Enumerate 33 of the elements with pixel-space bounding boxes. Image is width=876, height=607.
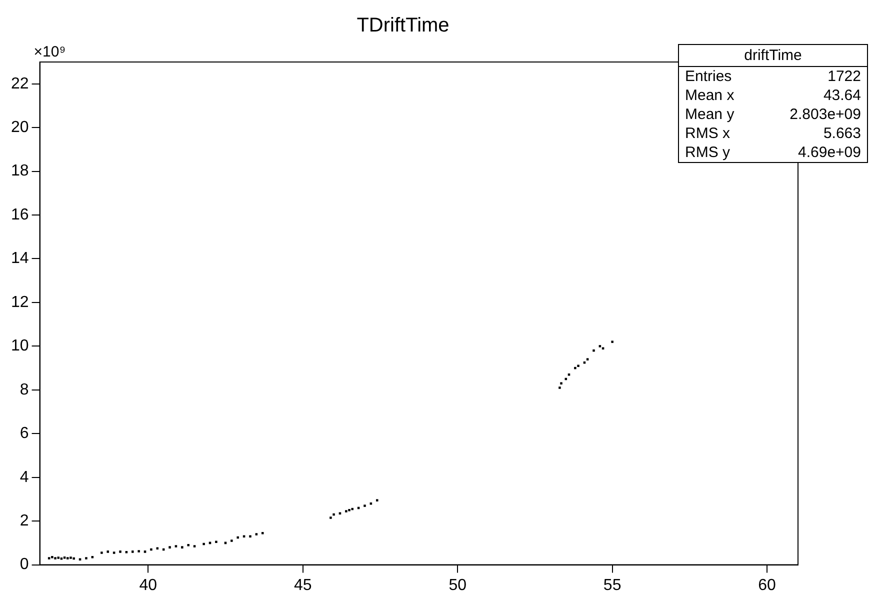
- annotation: driftTime: [679, 45, 867, 67]
- text: 1722: [828, 68, 861, 85]
- y-tick-label: 16: [11, 206, 29, 224]
- annotation: 2.803e+09: [790, 106, 861, 123]
- x-tick-label: 60: [758, 576, 776, 594]
- annotation: 4.69e+09: [798, 144, 861, 161]
- text: 5.663: [823, 125, 861, 142]
- y-tick-label: 0: [20, 556, 29, 574]
- annotation: RMS y: [685, 144, 730, 161]
- x-tick-label: 55: [603, 576, 622, 594]
- annotation: RMS x: [685, 125, 730, 142]
- annotation: Mean y: [685, 106, 734, 123]
- chart-title: TDriftTime: [356, 14, 450, 37]
- y-tick-label: 2: [20, 512, 29, 530]
- text: ×10⁹: [34, 44, 66, 61]
- annotation: Entries: [685, 68, 732, 85]
- x-tick-label: 40: [139, 576, 158, 594]
- y-tick-label: 22: [11, 75, 29, 92]
- text: 43.64: [823, 87, 861, 104]
- annotation: Mean x: [685, 87, 734, 104]
- y-tick-label: 14: [11, 250, 29, 268]
- x-tick-label: 45: [294, 576, 312, 594]
- y-tick-label: 4: [20, 468, 29, 486]
- y-tick-label: 6: [20, 425, 29, 442]
- y-tick-label: 18: [11, 162, 29, 180]
- point: [242, 535, 246, 538]
- y-tick-label: 20: [11, 118, 29, 136]
- y-tick-label: 8: [20, 381, 29, 398]
- x-tick-label: 50: [448, 576, 467, 594]
- y-tick-label: 12: [11, 294, 29, 311]
- y-tick-label: 10: [11, 338, 29, 355]
- point: [125, 550, 128, 554]
- point: [602, 347, 604, 350]
